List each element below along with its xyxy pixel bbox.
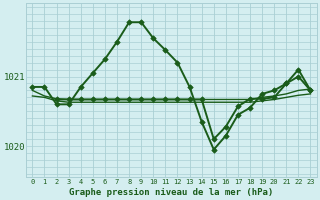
X-axis label: Graphe pression niveau de la mer (hPa): Graphe pression niveau de la mer (hPa): [69, 188, 274, 197]
